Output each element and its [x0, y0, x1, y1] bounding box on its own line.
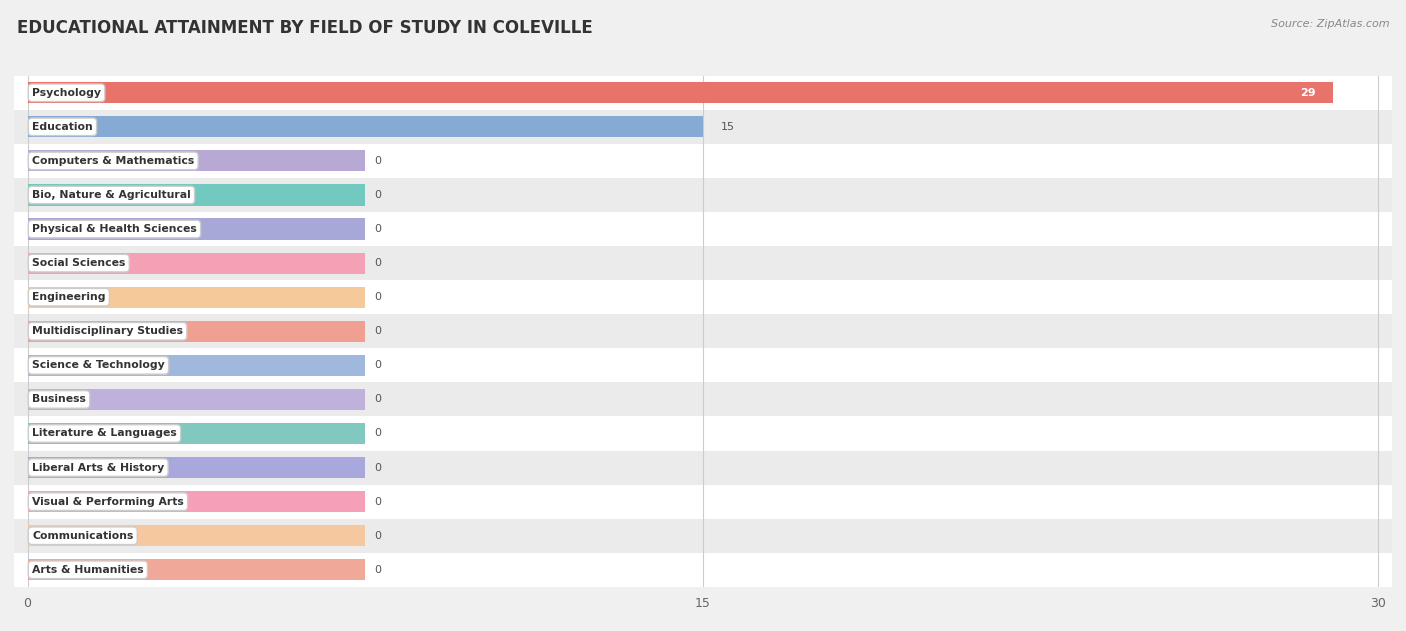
Bar	[28, 321, 366, 342]
Text: Physical & Health Sciences: Physical & Health Sciences	[32, 224, 197, 234]
Text: 0: 0	[374, 497, 381, 507]
Text: Education: Education	[32, 122, 93, 132]
Bar	[28, 525, 366, 546]
Text: Business: Business	[32, 394, 86, 404]
Bar	[0, 382, 1406, 416]
Bar	[28, 559, 366, 581]
Text: Engineering: Engineering	[32, 292, 105, 302]
Bar	[28, 389, 366, 410]
Text: 0: 0	[374, 258, 381, 268]
Bar	[28, 184, 366, 206]
Text: Source: ZipAtlas.com: Source: ZipAtlas.com	[1271, 19, 1389, 29]
Text: Computers & Mathematics: Computers & Mathematics	[32, 156, 194, 166]
Bar	[28, 116, 703, 138]
Text: Psychology: Psychology	[32, 88, 101, 98]
Text: Literature & Languages: Literature & Languages	[32, 428, 177, 439]
Bar	[28, 150, 366, 172]
Bar	[28, 423, 366, 444]
Text: 0: 0	[374, 156, 381, 166]
Text: Liberal Arts & History: Liberal Arts & History	[32, 463, 165, 473]
Text: 15: 15	[721, 122, 735, 132]
Bar	[0, 246, 1406, 280]
Bar	[0, 519, 1406, 553]
Text: 0: 0	[374, 190, 381, 200]
Bar	[0, 76, 1406, 110]
Bar	[0, 416, 1406, 451]
Bar	[28, 457, 366, 478]
Bar	[0, 144, 1406, 178]
Text: 0: 0	[374, 360, 381, 370]
Text: 0: 0	[374, 531, 381, 541]
Bar	[0, 178, 1406, 212]
Text: Multidisciplinary Studies: Multidisciplinary Studies	[32, 326, 183, 336]
Text: 0: 0	[374, 463, 381, 473]
Text: Arts & Humanities: Arts & Humanities	[32, 565, 143, 575]
Bar	[0, 314, 1406, 348]
Text: Visual & Performing Arts: Visual & Performing Arts	[32, 497, 184, 507]
Bar	[0, 485, 1406, 519]
Bar	[28, 491, 366, 512]
Text: Bio, Nature & Agricultural: Bio, Nature & Agricultural	[32, 190, 191, 200]
Bar	[28, 82, 1333, 103]
Text: Social Sciences: Social Sciences	[32, 258, 125, 268]
Text: Communications: Communications	[32, 531, 134, 541]
Text: 0: 0	[374, 428, 381, 439]
Text: 0: 0	[374, 394, 381, 404]
Text: 29: 29	[1299, 88, 1316, 98]
Text: 0: 0	[374, 326, 381, 336]
Bar	[0, 280, 1406, 314]
Bar	[0, 553, 1406, 587]
Text: Science & Technology: Science & Technology	[32, 360, 165, 370]
Text: 0: 0	[374, 565, 381, 575]
Text: 0: 0	[374, 292, 381, 302]
Bar	[0, 212, 1406, 246]
Bar	[28, 286, 366, 308]
Bar	[28, 355, 366, 376]
Bar	[0, 451, 1406, 485]
Text: EDUCATIONAL ATTAINMENT BY FIELD OF STUDY IN COLEVILLE: EDUCATIONAL ATTAINMENT BY FIELD OF STUDY…	[17, 19, 592, 37]
Bar	[0, 110, 1406, 144]
Bar	[28, 218, 366, 240]
Text: 0: 0	[374, 224, 381, 234]
Bar	[0, 348, 1406, 382]
Bar	[28, 252, 366, 274]
